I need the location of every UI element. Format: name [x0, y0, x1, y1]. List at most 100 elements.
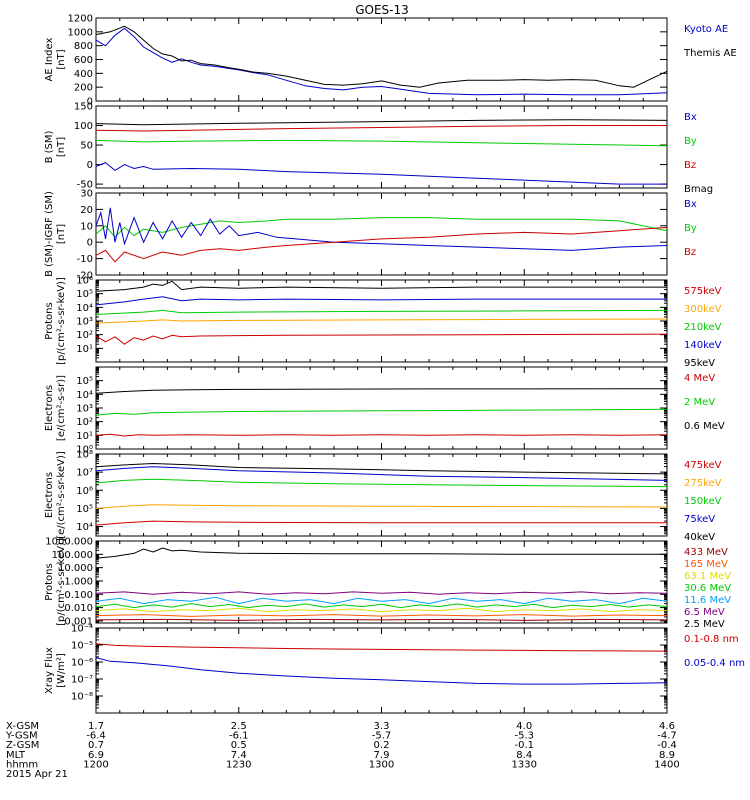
orbit-value: 1400	[654, 759, 679, 770]
y-tick-label: 10⁵	[76, 376, 93, 387]
y-axis-label: [e/(cm²-s-sr-keV)]	[56, 451, 67, 539]
panel-protons1: 10¹ 10² 10³ 10⁴ 10⁵ 10⁶ Protons [p/(cm²-s-sr-ke…	[44, 276, 722, 370]
date-label: 2015 Apr 21	[6, 769, 68, 780]
orbit-value: 4.0	[516, 721, 532, 732]
panel-xray: 10⁻⁸ 10⁻⁷ 10⁻⁶ 10⁻⁵ 10⁻⁴ Xray Flux [W/m²] 0.1-0…	[44, 624, 745, 714]
y-axis-label: [e/(cm²-s-sr)]	[56, 375, 67, 441]
panel-bsm: -50 0 50 100 150 B (SM) [nT] Bx By Bz Bmag	[44, 102, 713, 196]
y-tick-label: 100.000	[52, 550, 93, 561]
series-group	[96, 388, 667, 437]
series-line-210kev	[96, 309, 667, 315]
y-tick-label: 0	[87, 160, 93, 171]
series-line-30-6-mev	[96, 603, 667, 609]
y-tick-label: 150	[74, 102, 93, 113]
orbit-value: 1.7	[88, 721, 104, 732]
y-tick-label: 10⁸	[76, 450, 93, 461]
panel-frame	[95, 105, 668, 189]
orbit-value: 7.4	[231, 750, 247, 761]
series-line-bmag	[96, 119, 667, 126]
legend-entry: 300keV	[684, 304, 722, 315]
legend-entry: Themis AE	[683, 48, 737, 59]
series-line-475kev	[96, 520, 667, 526]
y-tick-label: 100	[74, 121, 93, 132]
orbit-value: 1330	[512, 759, 537, 770]
panel-electrons1: 10⁰ 10¹ 10² 10³ 10⁴ 10⁵ Electrons [e/(cm²-s-sr)…	[44, 366, 725, 456]
legend-entry: 150keV	[684, 496, 722, 507]
panel-electrons2: 10⁴ 10⁵ 10⁶ 10⁷ 10⁸ Electrons [e/(cm²-s-sr-keV…	[44, 450, 722, 544]
y-tick-label: 30	[80, 189, 93, 200]
y-tick-label: 0	[87, 97, 93, 108]
y-tick-label: 0	[87, 238, 93, 249]
orbit-value: 1230	[226, 759, 251, 770]
panel-frame	[95, 192, 668, 276]
legend-entry: 2 MeV	[684, 397, 715, 408]
y-axis-label: [nT]	[56, 49, 67, 69]
y-axis-label: Protons	[44, 563, 55, 600]
y-tick-label: -10	[77, 254, 93, 265]
series-line-165-mev	[96, 614, 667, 617]
series-line-6-5-mev	[96, 591, 667, 595]
orbit-value: -4.7	[657, 731, 677, 742]
y-axis-label: AE Index	[44, 37, 55, 81]
series-line-themis-ae	[96, 25, 667, 88]
series-line-300kev	[96, 318, 667, 324]
series-line-4-mev	[96, 433, 667, 437]
y-tick-label: 10⁷	[76, 468, 93, 479]
series-line-11-6-mev	[96, 596, 667, 605]
y-axis-label: [nT]	[56, 224, 67, 244]
y-axis-label: B (SM)	[44, 130, 55, 163]
series-line-40kev	[96, 462, 667, 475]
legend-entry: By	[684, 136, 697, 147]
orbit-value: 2.5	[231, 721, 247, 732]
legend-entry: 75keV	[684, 514, 715, 525]
orbit-value: 0.5	[231, 740, 247, 751]
y-tick-label: 10⁰	[76, 445, 93, 456]
legend-entry: 475keV	[684, 460, 722, 471]
orbit-row-label: MLT	[6, 750, 26, 761]
series-line-275kev	[96, 504, 667, 509]
series-group	[96, 643, 667, 685]
y-axis-label: [nT]	[56, 137, 67, 157]
legend-entry: 0.05-0.4 nm	[684, 658, 745, 669]
orbit-value: -6.4	[86, 731, 106, 742]
orbit-value: 3.3	[374, 721, 390, 732]
y-tick-label: 1.000	[64, 576, 93, 587]
series-line-433-mev	[96, 618, 667, 621]
legend-entry: 4 MeV	[684, 373, 715, 384]
y-tick-label: 10	[80, 221, 93, 232]
series-line-575kev	[96, 333, 667, 345]
figure-title: GOES-13	[355, 3, 409, 17]
y-tick-label: 20	[80, 205, 93, 216]
y-tick-label: -20	[77, 271, 93, 282]
legend-entry: 30.6 MeV	[684, 583, 731, 594]
legend-entry: Bmag	[684, 184, 713, 195]
y-tick-label: 10²	[76, 417, 93, 428]
y-tick-label: 10⁴	[76, 390, 93, 401]
series-group	[96, 119, 667, 185]
y-tick-label: 10⁶	[76, 276, 93, 287]
panel-frame	[95, 17, 668, 102]
orbit-value: 0.2	[374, 740, 390, 751]
y-tick-label: 0.001	[64, 616, 93, 627]
series-line-bz	[96, 125, 667, 132]
y-axis-label: B (SM)-IGRF (SM)	[44, 191, 55, 277]
y-tick-label: 10⁶	[76, 486, 93, 497]
y-tick-label: 1200	[68, 14, 93, 25]
legend-entry: 433 MeV	[684, 547, 728, 558]
y-tick-label: 10⁻⁶	[71, 658, 93, 669]
legend-entry: Bx	[684, 112, 697, 123]
orbit-value: 1300	[369, 759, 394, 770]
legend-entry: 575keV	[684, 286, 722, 297]
series-line-0-6-mev	[96, 388, 667, 394]
legend-entry: Kyoto AE	[684, 24, 728, 35]
y-tick-label: 10⁻⁴	[71, 624, 93, 635]
y-tick-label: 0.010	[64, 603, 93, 614]
legend-entry: 95keV	[684, 358, 715, 369]
legend-entry: Bx	[684, 199, 697, 210]
y-tick-label: 800	[74, 41, 93, 52]
legend-entry: Bz	[684, 247, 696, 258]
panel-ae: 0 200 400 600 800 1000 1200 AE Index [nT] Kyoto A…	[44, 14, 737, 108]
orbit-value: 6.9	[88, 750, 104, 761]
y-axis-label: Electrons	[44, 472, 55, 518]
